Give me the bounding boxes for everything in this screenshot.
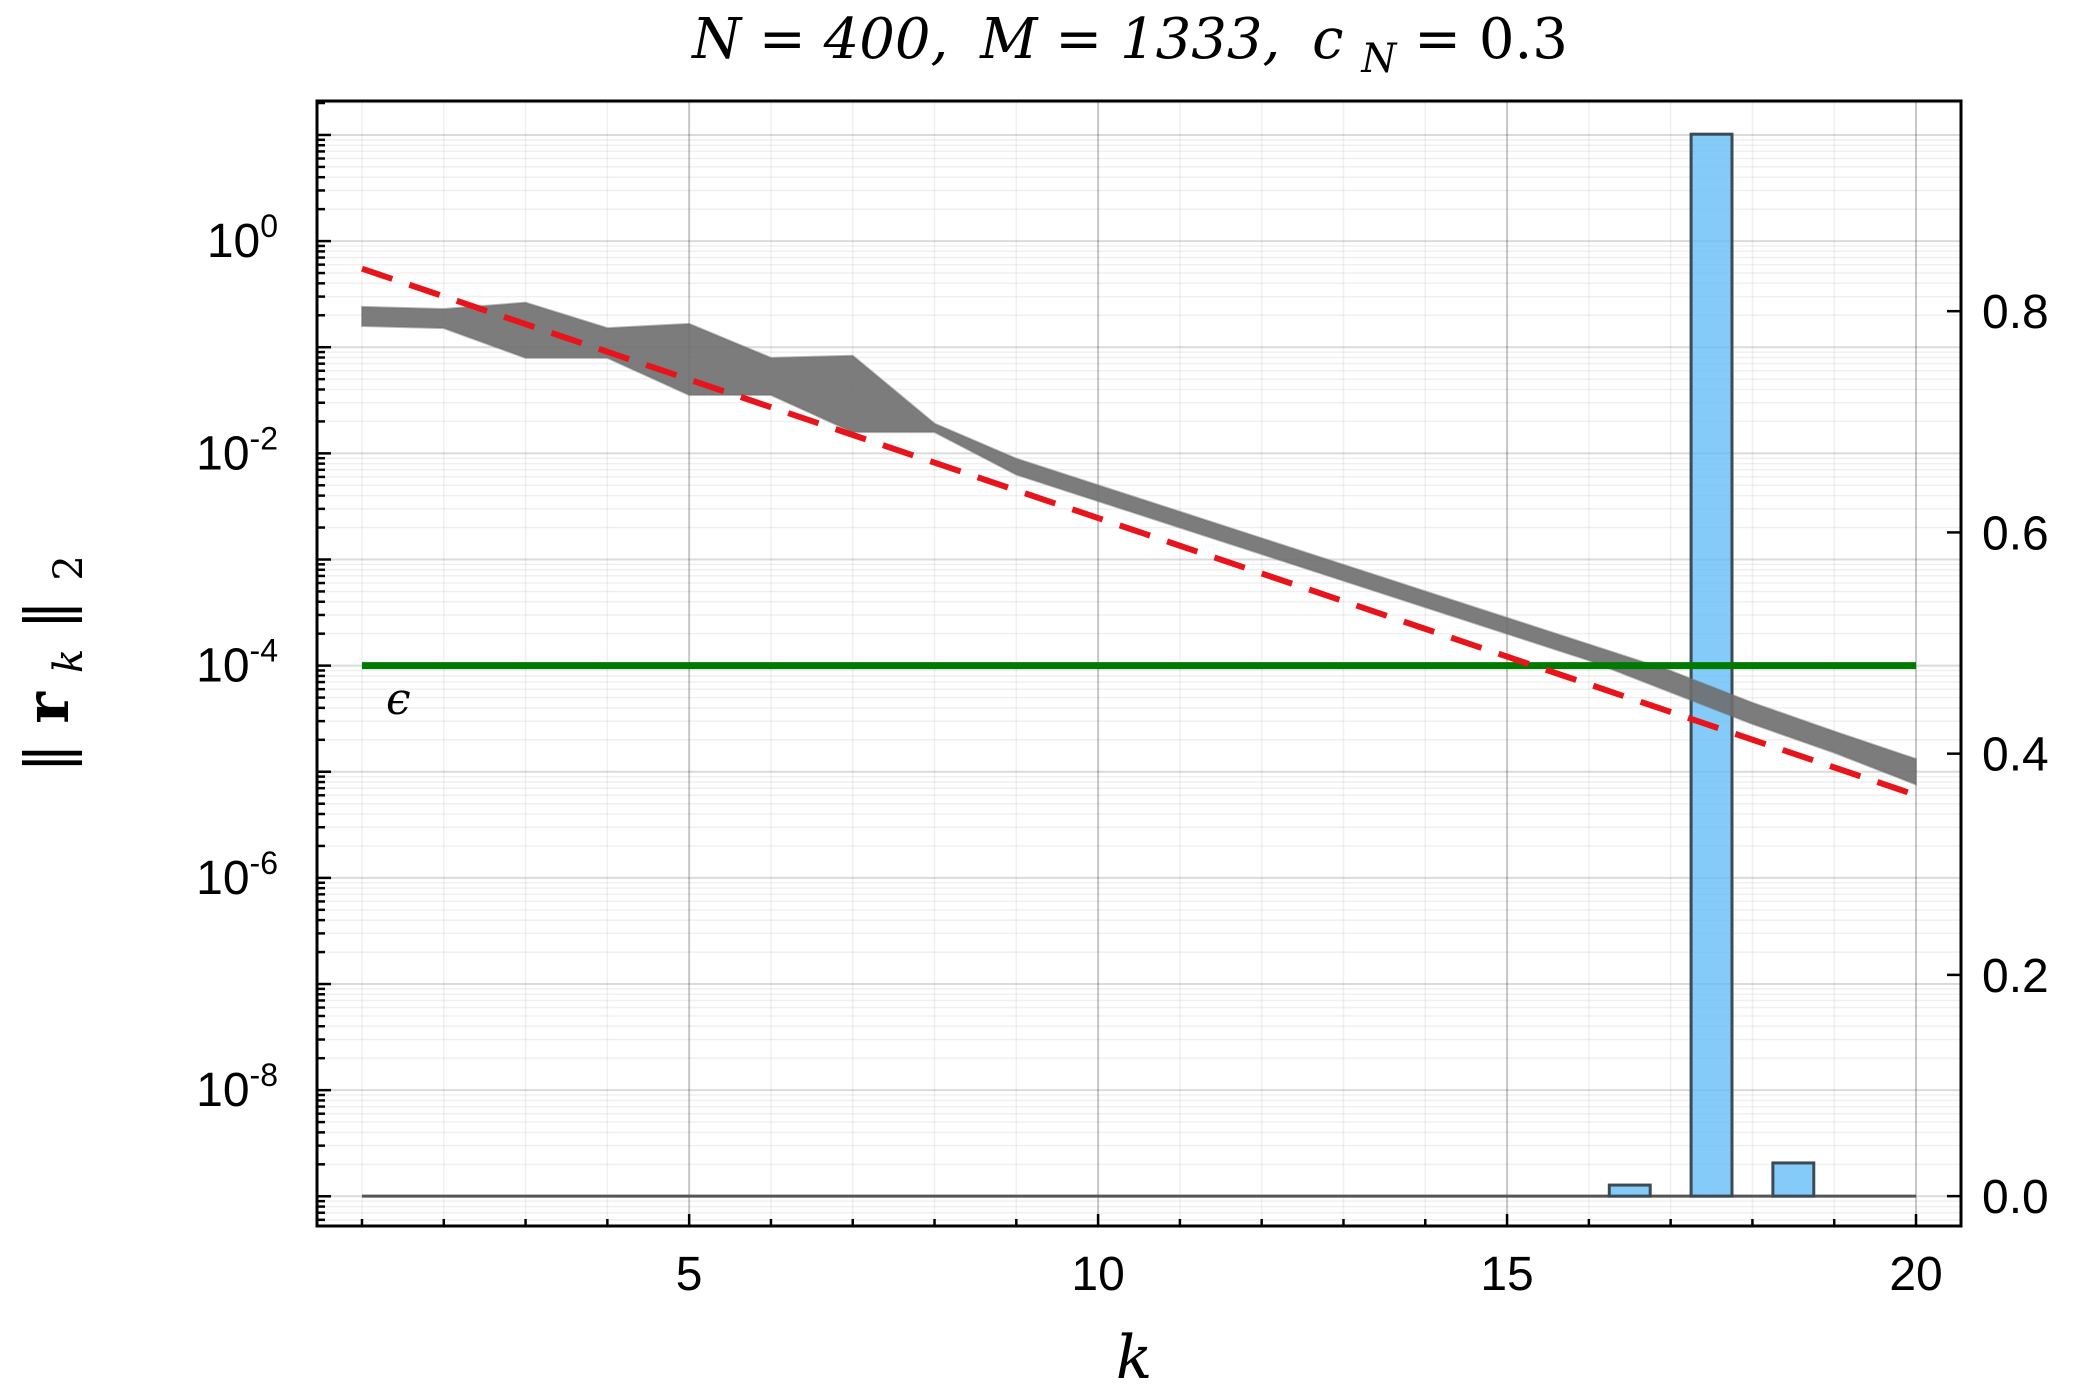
y-right-tick-label: 0.8 (1982, 286, 2049, 339)
x-tick-label: 10 (1071, 1248, 1124, 1301)
title-c-subscript: N (1360, 36, 1398, 82)
y-right-tick-label: 0.0 (1982, 1171, 2049, 1224)
histogram-bar (1607, 1183, 1652, 1198)
chart-title: N = 400, M = 1333, c N = 0.3 (690, 7, 1568, 86)
y-left-tick-label: 10-8 (196, 1057, 278, 1117)
y-left-tick-exponent: 0 (260, 208, 278, 244)
y-axis-label: ‖ r k ‖ 2 (13, 555, 97, 773)
residual-band (360, 301, 1918, 786)
y-left-tick-exponent: -6 (250, 845, 278, 881)
ylabel-sub-2: 2 (46, 555, 92, 580)
y-right-tick-label: 0.6 (1982, 507, 2049, 560)
x-tick-label: 5 (676, 1248, 703, 1301)
y-left-tick-base: 10 (196, 852, 249, 905)
y-left-tick-exponent: -4 (250, 633, 278, 669)
y-left-tick-base: 10 (196, 427, 249, 480)
fit-line (361, 265, 1917, 798)
title-m: M = 1333, (979, 7, 1280, 72)
x-tick-label: 15 (1480, 1248, 1533, 1301)
y-left-tick-exponent: -2 (250, 420, 278, 456)
histogram-bar (1771, 1161, 1816, 1198)
x-tick-label: 20 (1889, 1248, 1942, 1301)
x-tick-labels: 5 10 15 20 (676, 1248, 1943, 1301)
y-left-tick-base: 10 (196, 640, 249, 693)
y-left-tick-label: 100 (207, 208, 278, 268)
reference-lines (361, 265, 1917, 798)
axis-ticks (317, 101, 1961, 1226)
ylabel-open: ‖ (13, 743, 83, 773)
y-left-tick-base: 10 (207, 215, 260, 268)
threshold-label: ϵ (386, 674, 411, 725)
y-left-tick-exponent: -8 (250, 1057, 278, 1093)
x-axis-label: k (1116, 1323, 1152, 1389)
y-left-tick-base: 10 (196, 1064, 249, 1117)
ylabel-sub-k: k (46, 649, 92, 673)
y-left-tick-label: 10-6 (196, 845, 278, 905)
ylabel-close: ‖ (13, 600, 83, 630)
y-right-tick-labels: 0.0 0.2 0.4 0.6 0.8 (1982, 286, 2049, 1224)
y-right-tick-label: 0.4 (1982, 729, 2049, 782)
y-left-tick-label: 10-4 (196, 633, 278, 693)
y-left-tick-label: 10-2 (196, 420, 278, 480)
y-right-tick-label: 0.2 (1982, 950, 2049, 1003)
residual-band-area (360, 301, 1918, 786)
plot-frame (315, 99, 1963, 1228)
title-n: N = 400, (690, 7, 948, 72)
title-c-symbol: c (1312, 7, 1343, 72)
ylabel-r: r (13, 691, 83, 724)
title-c-value: = 0.3 (1414, 7, 1568, 72)
